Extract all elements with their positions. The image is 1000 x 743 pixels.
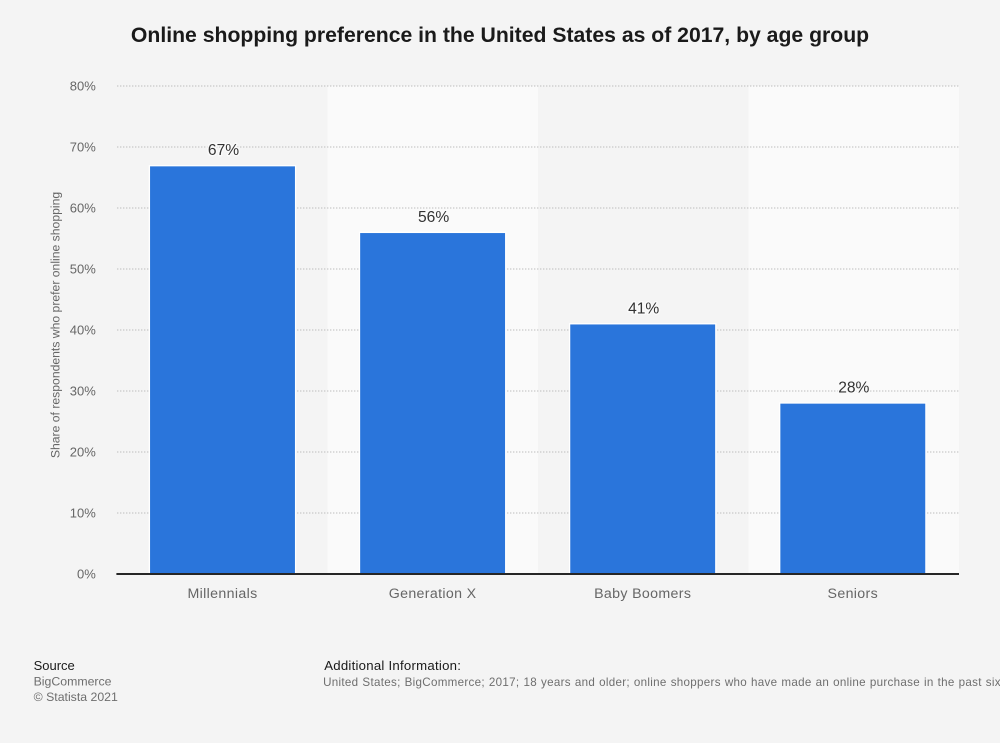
svg-text:50%: 50% <box>70 262 96 277</box>
svg-text:40%: 40% <box>70 323 96 338</box>
svg-text:Generation X: Generation X <box>389 586 477 602</box>
svg-text:20%: 20% <box>70 445 96 460</box>
svg-text:Additional Information:: Additional Information: <box>324 658 461 673</box>
svg-text:Source: Source <box>34 658 75 673</box>
svg-text:United States; BigCommerce; 20: United States; BigCommerce; 2017; 18 yea… <box>323 676 1000 689</box>
svg-text:70%: 70% <box>70 140 96 155</box>
svg-text:10%: 10% <box>70 506 96 521</box>
svg-text:67%: 67% <box>208 142 239 159</box>
svg-text:Share of respondents who prefe: Share of respondents who prefer online s… <box>48 192 62 458</box>
svg-text:80%: 80% <box>70 79 96 94</box>
svg-text:56%: 56% <box>418 209 449 226</box>
svg-text:30%: 30% <box>70 384 96 399</box>
svg-text:BigCommerce: BigCommerce <box>34 675 112 689</box>
svg-text:41%: 41% <box>628 300 659 317</box>
svg-text:0%: 0% <box>77 567 96 582</box>
svg-text:28%: 28% <box>838 380 869 397</box>
svg-text:Seniors: Seniors <box>828 586 879 602</box>
svg-text:Baby Boomers: Baby Boomers <box>594 586 691 602</box>
svg-text:Millennials: Millennials <box>187 586 257 602</box>
svg-text:© Statista 2021: © Statista 2021 <box>34 690 118 704</box>
svg-text:Online shopping preference in: Online shopping preference in the United… <box>131 24 869 47</box>
svg-text:60%: 60% <box>70 201 96 216</box>
